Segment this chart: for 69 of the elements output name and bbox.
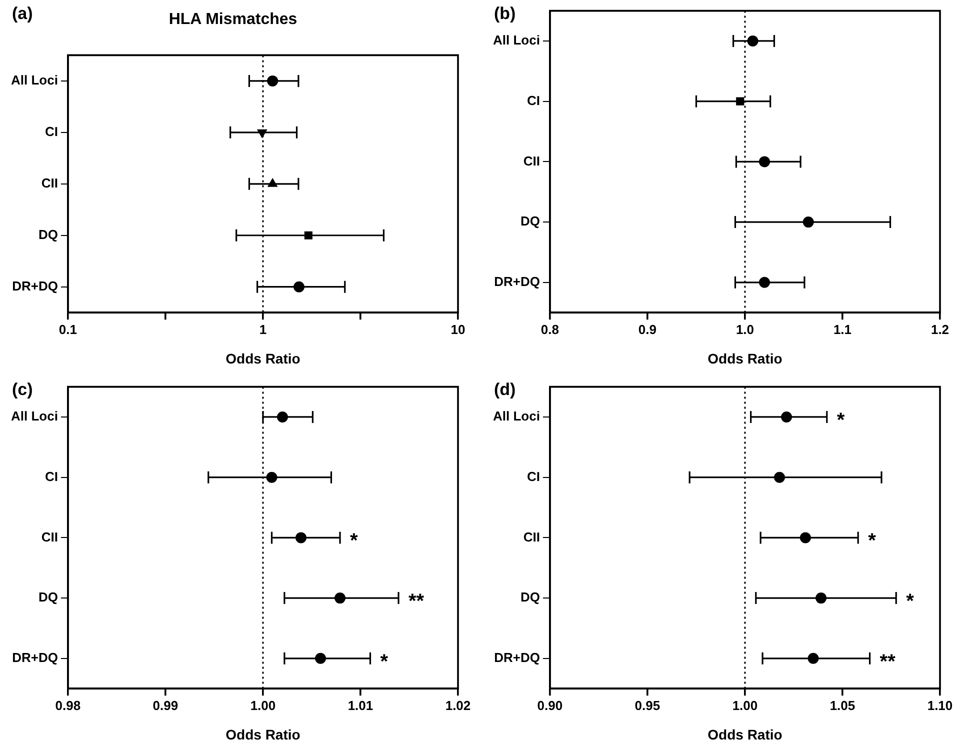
annotation: ** [880,650,896,673]
text: (c) [12,380,33,400]
text: (b) [494,4,516,24]
text: (a) [12,4,33,24]
y-tick-label: CI [44,468,58,484]
x-tick-label: 0.90 [537,698,563,713]
y-tick-label: DR+DQ [494,274,540,289]
x-tick-label: 1.0 [736,322,754,337]
y-tick-label: All Loci [492,32,540,48]
x-tick-label: 1.10 [927,698,953,713]
x-tick-label: 0.9 [638,322,656,337]
y-tick-label: All Loci [10,408,58,424]
point [774,472,785,483]
x-tick-label: 0.8 [540,322,559,337]
x-axis-title: Odds Ratio [708,726,782,742]
y-tick-label: CI [526,92,540,108]
y-tick-label: All Loci [492,408,540,424]
point [296,532,307,544]
x-tick-label: 0.1 [58,322,77,337]
point [758,156,770,168]
point [781,411,792,422]
x-tick-label: 1.01 [348,698,374,713]
text: (d) [494,380,516,400]
point [276,411,288,422]
y-tick-label: CII [41,175,58,190]
annotation: * [906,590,914,613]
x-axis-title: Odds Ratio [226,726,300,742]
annotation: * [836,409,845,432]
y-tick-label: CII [523,153,540,168]
y-tick-label: CII [41,529,58,544]
annotation: * [380,650,388,673]
x-tick-label: 1 [259,322,267,337]
point [816,592,827,604]
annotation: ** [408,590,424,613]
y-tick-label: DQ [520,214,540,229]
x-tick-label: 10 [450,322,466,337]
point [802,216,814,228]
point [334,592,346,604]
x-tick-label: 0.98 [55,698,81,713]
point [315,652,326,664]
y-tick-label: All Loci [10,72,58,88]
chart-title: HLA Mismatches [168,11,298,28]
y-tick-label: CII [523,529,540,544]
y-tick-label: DR+DQ [494,650,540,665]
point [736,97,744,106]
y-tick-label: DQ [38,226,58,242]
x-tick-label: 1.05 [830,698,856,713]
point [266,472,278,483]
x-tick-label: 0.95 [634,698,660,713]
x-tick-label: 1.1 [833,322,852,337]
y-tick-label: CI [526,468,540,484]
x-axis-title: Odds Ratio [226,350,300,366]
x-tick-label: 1.00 [732,698,758,713]
x-tick-label: 0.99 [152,698,178,713]
y-tick-label: DQ [38,590,58,605]
point [808,652,819,664]
y-tick-label: CI [44,124,58,139]
x-axis-title: Odds Ratio [708,350,782,366]
x-tick-label: 1.2 [930,322,950,337]
y-tick-label: DR+DQ [12,278,58,294]
point [747,35,758,46]
point [758,276,770,288]
x-tick-label: 1.02 [445,698,471,713]
x-tick-label: 1.00 [250,698,276,713]
annotation: * [868,530,876,552]
y-tick-label: DQ [520,590,540,605]
point [800,532,811,544]
annotation: * [350,530,358,552]
y-tick-label: DR+DQ [12,650,58,665]
